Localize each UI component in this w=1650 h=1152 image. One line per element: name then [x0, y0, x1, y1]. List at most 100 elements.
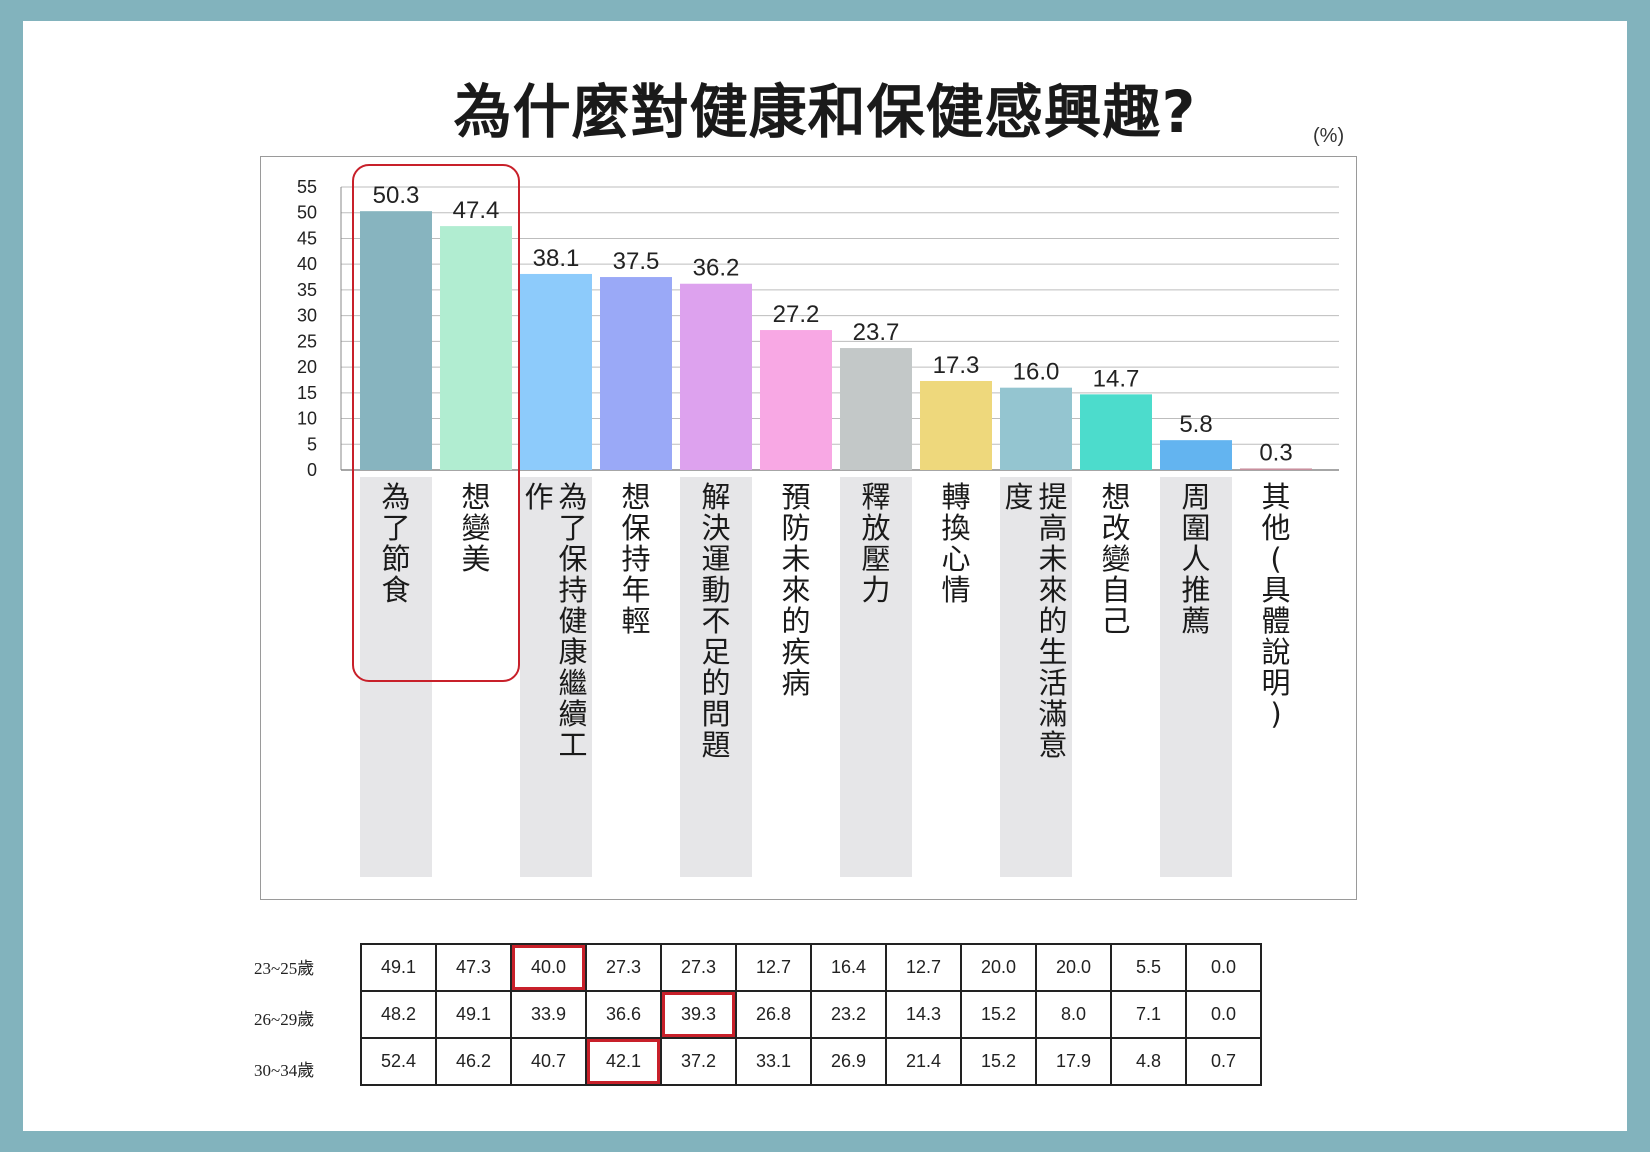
category-label-char: 的: [701, 666, 730, 700]
label-column-bg: [1000, 477, 1072, 877]
category-label-char: 力: [861, 573, 890, 607]
value-label: 17.3: [933, 352, 980, 379]
bar: [920, 380, 992, 470]
table-cell: 20.0: [1035, 943, 1112, 992]
category-label-char: 年: [621, 573, 650, 607]
category-label-char: 問: [701, 697, 730, 731]
bar: [1160, 440, 1232, 470]
category-label-char: 疾: [781, 635, 810, 669]
category-label-char: 決: [701, 511, 730, 545]
category-label-char: 明: [1261, 666, 1290, 700]
y-tick-label: 15: [297, 383, 317, 403]
value-label: 0.3: [1259, 439, 1292, 466]
y-tick-label: 55: [297, 177, 317, 197]
y-tick-label: 10: [297, 409, 317, 429]
category-label-char: 繼: [558, 666, 587, 700]
table-cell: 40.7: [510, 1037, 587, 1086]
highlight-box: [352, 164, 520, 682]
category-label-char: 度: [1004, 480, 1033, 514]
y-tick-label: 40: [297, 254, 317, 274]
category-label-char: 變: [1101, 542, 1130, 576]
age-row-label: 26~29歲: [254, 1010, 315, 1029]
table-cell: 23.2: [810, 990, 887, 1039]
category-label-char: 作: [524, 480, 553, 514]
category-label-char: 情: [941, 573, 970, 607]
y-tick-label: 20: [297, 357, 317, 377]
category-label-char: 換: [941, 511, 970, 545]
value-label: 47.4: [453, 197, 500, 224]
category-label-char: 想: [461, 480, 490, 514]
category-label-char: 生: [1038, 635, 1067, 669]
value-label: 50.3: [373, 182, 420, 209]
unit-label: (%): [1313, 125, 1345, 147]
category-label-char: (: [1270, 542, 1281, 576]
category-label-char: 持: [621, 542, 650, 576]
bar: [760, 330, 832, 470]
category-label-char: 未: [1038, 542, 1067, 576]
category-label-char: 動: [701, 573, 730, 607]
table-cell: 49.1: [360, 943, 437, 992]
category-label-char: 提: [1038, 480, 1067, 514]
category-label-char: 健: [558, 604, 587, 638]
table-cell: 49.1: [435, 990, 512, 1039]
table-cell: 16.4: [810, 943, 887, 992]
category-label-char: 防: [781, 511, 810, 545]
label-column-bg: [360, 477, 432, 877]
table-cell: 36.6: [585, 990, 662, 1039]
value-label: 14.7: [1093, 365, 1140, 392]
category-label-char: 心: [941, 542, 970, 576]
category-label-char: 改: [1101, 511, 1130, 545]
table-row: 48.2 49.1 33.9 36.6 39.3 26.8 23.2 14.3 15.2 8.0 7…: [360, 990, 1262, 1039]
value-label: 16.0: [1013, 359, 1060, 386]
value-label: 27.2: [773, 301, 820, 328]
table-cell: 12.7: [735, 943, 812, 992]
label-column-bg: [840, 477, 912, 877]
category-label-char: 足: [701, 635, 730, 669]
table-cell: 7.1: [1110, 990, 1187, 1039]
value-label: 38.1: [533, 245, 580, 272]
y-tick-label: 35: [297, 280, 317, 300]
table-cell-highlighted: 40.0: [510, 943, 587, 992]
table-cell: 12.7: [885, 943, 962, 992]
table-cell: 8.0: [1035, 990, 1112, 1039]
category-label-char: 人: [1181, 542, 1210, 576]
category-label-char: 續: [558, 697, 587, 731]
bar: [840, 348, 912, 470]
bar: [1000, 387, 1072, 470]
value-label: 37.5: [613, 248, 660, 275]
category-label-char: 題: [701, 728, 730, 762]
table-cell: 14.3: [885, 990, 962, 1039]
category-label-char: 具: [1261, 573, 1290, 607]
table-cell: 33.9: [510, 990, 587, 1039]
bar: [600, 277, 672, 470]
category-label-char: 己: [1101, 604, 1130, 638]
table-cell: 26.8: [735, 990, 812, 1039]
table-cell: 26.9: [810, 1037, 887, 1086]
bar-chart-frame: 0 5 10 15 20 25 30 35 40 45 50 55 50.3 為了節食 47.4 想變美 38.…: [260, 156, 1357, 900]
age-row-label: 30~34歲: [254, 1061, 315, 1080]
category-label-char: 自: [1101, 573, 1130, 607]
category-label-char: 高: [1038, 511, 1067, 545]
value-label: 36.2: [693, 255, 740, 282]
category-label-char: ): [1270, 697, 1281, 731]
category-label-char: 想: [621, 480, 650, 514]
bar: [1080, 394, 1152, 470]
table-cell: 4.8: [1110, 1037, 1187, 1086]
label-column-bg: [1160, 477, 1232, 877]
category-label-char: 未: [781, 542, 810, 576]
bar: [360, 211, 432, 470]
table-cell: 37.2: [660, 1037, 737, 1086]
y-tick-label: 0: [307, 460, 317, 480]
table-row: 52.4 46.2 40.7 42.1 37.2 33.1 26.9 21.4 15.2 17.9…: [360, 1037, 1262, 1086]
category-label-char: 釋: [861, 480, 890, 514]
category-label-char: 為: [381, 480, 410, 514]
table-cell: 47.3: [435, 943, 512, 992]
category-label-char: 說: [1261, 635, 1290, 669]
category-label-char: 放: [861, 511, 890, 545]
table-cell: 52.4: [360, 1037, 437, 1086]
category-label-char: 他: [1261, 511, 1290, 545]
category-label-char: 體: [1261, 604, 1290, 638]
bar: [440, 226, 512, 470]
age-row-label: 23~25歲: [254, 959, 315, 978]
